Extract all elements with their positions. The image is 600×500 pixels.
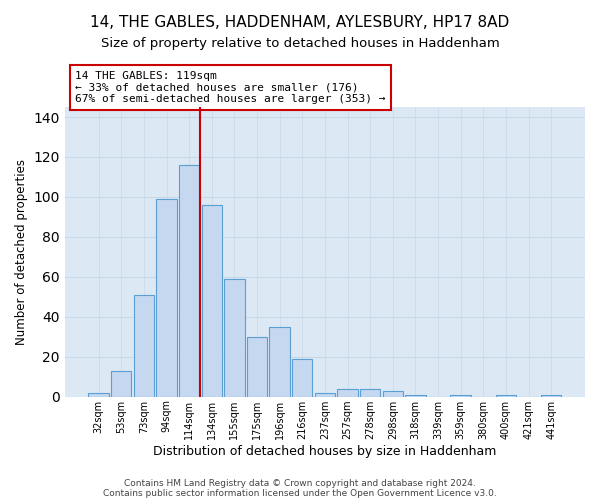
Bar — [337, 388, 358, 396]
Bar — [360, 388, 380, 396]
Text: Size of property relative to detached houses in Haddenham: Size of property relative to detached ho… — [101, 38, 499, 51]
Bar — [157, 199, 176, 396]
Bar — [405, 394, 425, 396]
Bar — [269, 327, 290, 396]
X-axis label: Distribution of detached houses by size in Haddenham: Distribution of detached houses by size … — [153, 444, 497, 458]
Text: Contains HM Land Registry data © Crown copyright and database right 2024.: Contains HM Land Registry data © Crown c… — [124, 478, 476, 488]
Bar — [451, 394, 471, 396]
Bar — [383, 390, 403, 396]
Bar — [247, 336, 267, 396]
Bar — [202, 205, 222, 396]
Bar — [292, 358, 313, 397]
Bar — [134, 295, 154, 396]
Bar — [111, 370, 131, 396]
Bar — [88, 392, 109, 396]
Bar — [496, 394, 516, 396]
Bar — [541, 394, 562, 396]
Text: Contains public sector information licensed under the Open Government Licence v3: Contains public sector information licen… — [103, 488, 497, 498]
Bar — [224, 279, 245, 396]
Text: 14 THE GABLES: 119sqm
← 33% of detached houses are smaller (176)
67% of semi-det: 14 THE GABLES: 119sqm ← 33% of detached … — [75, 71, 386, 104]
Bar — [179, 165, 199, 396]
Bar — [315, 392, 335, 396]
Text: 14, THE GABLES, HADDENHAM, AYLESBURY, HP17 8AD: 14, THE GABLES, HADDENHAM, AYLESBURY, HP… — [91, 15, 509, 30]
Y-axis label: Number of detached properties: Number of detached properties — [15, 159, 28, 345]
